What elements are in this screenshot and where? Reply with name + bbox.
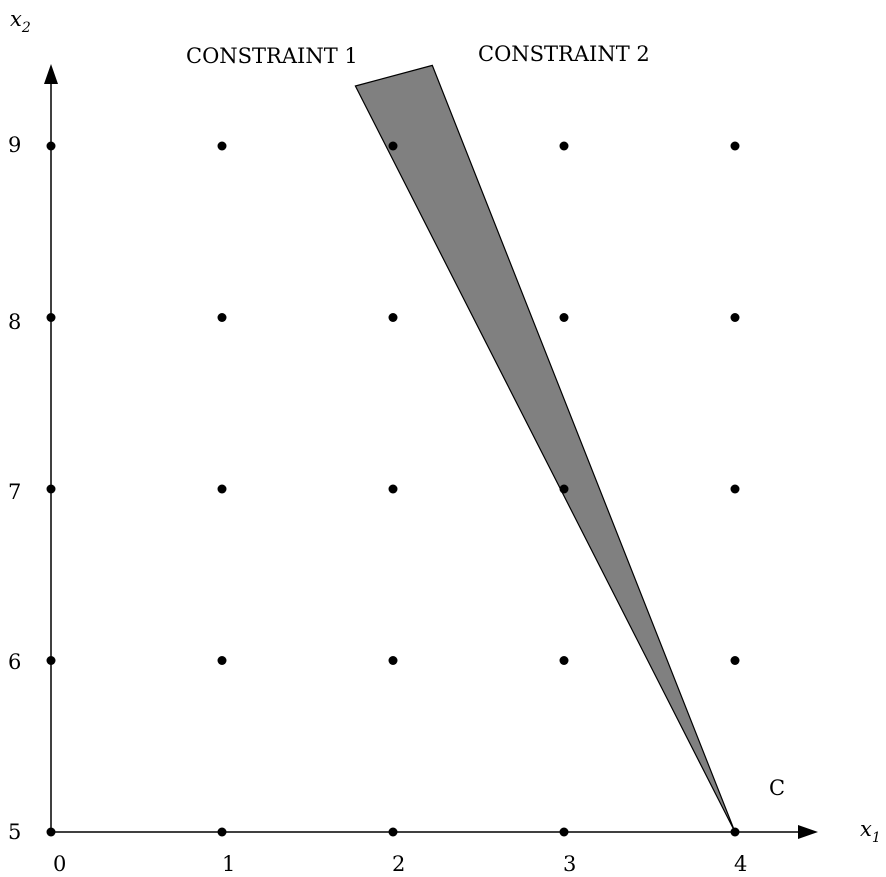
lattice-point-2-6 <box>389 656 398 665</box>
lattice-point-3-9 <box>560 142 569 151</box>
lattice-point-1-9 <box>218 142 227 151</box>
x-tick-label-2: 2 <box>392 852 405 876</box>
lattice-point-4-8 <box>731 313 740 322</box>
x-axis-label: x1 <box>860 817 881 846</box>
y-tick-label-5: 5 <box>8 820 21 844</box>
constraint-2-label: CONSTRAINT 2 <box>478 42 650 66</box>
lattice-point-4-7 <box>731 485 740 494</box>
lattice-point-1-7 <box>218 485 227 494</box>
lattice-point-3-5 <box>560 828 569 837</box>
lattice-point-3-8 <box>560 313 569 322</box>
lattice-point-1-5 <box>218 828 227 837</box>
y-tick-label-6: 6 <box>8 650 21 674</box>
lattice-point-0-9 <box>47 142 56 151</box>
y-tick-label-7: 7 <box>8 480 21 504</box>
lattice-point-4-5 <box>731 828 740 837</box>
shaded-feasible-region <box>355 65 735 832</box>
x-tick-label-0: 0 <box>53 852 66 876</box>
lattice-point-0-6 <box>47 656 56 665</box>
lattice-point-4-6 <box>731 656 740 665</box>
lattice-point-0-5 <box>47 828 56 837</box>
x-tick-label-4: 4 <box>734 852 747 876</box>
lattice-point-1-6 <box>218 656 227 665</box>
lattice-point-4-9 <box>731 142 740 151</box>
y-tick-label-8: 8 <box>8 310 21 334</box>
lattice-point-2-8 <box>389 313 398 322</box>
lattice-point-2-9 <box>389 142 398 151</box>
y-tick-label-9: 9 <box>8 133 21 157</box>
x-tick-label-1: 1 <box>222 852 235 876</box>
x-tick-label-3: 3 <box>563 852 576 876</box>
constraint-1-label: CONSTRAINT 1 <box>186 44 358 68</box>
corner-point-label: C <box>769 776 785 800</box>
lattice-point-0-8 <box>47 313 56 322</box>
lattice-point-1-8 <box>218 313 227 322</box>
lattice-point-2-5 <box>389 828 398 837</box>
x-axis-arrowhead <box>798 825 818 839</box>
y-axis-label: x2 <box>10 7 31 36</box>
lattice-point-2-7 <box>389 485 398 494</box>
lattice-point-3-7 <box>560 485 569 494</box>
y-axis-arrowhead <box>44 64 58 84</box>
lattice-point-3-6 <box>560 656 569 665</box>
lattice-point-0-7 <box>47 485 56 494</box>
lattice-points <box>47 142 740 837</box>
